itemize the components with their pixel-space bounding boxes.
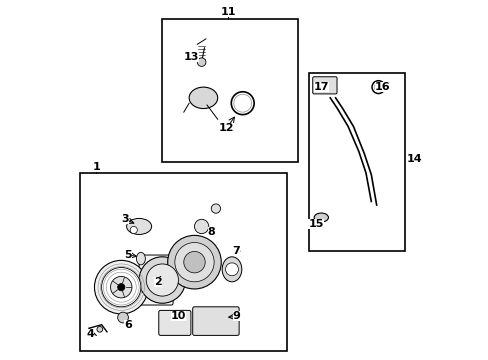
Bar <box>80 173 287 351</box>
Text: 10: 10 <box>170 311 186 321</box>
Circle shape <box>167 235 221 289</box>
Ellipse shape <box>126 219 151 234</box>
Text: 12: 12 <box>219 123 234 133</box>
FancyBboxPatch shape <box>192 307 239 336</box>
Circle shape <box>102 267 141 307</box>
Text: 8: 8 <box>207 227 215 237</box>
Text: 17: 17 <box>313 82 328 92</box>
Text: 1: 1 <box>92 162 100 172</box>
FancyBboxPatch shape <box>139 255 173 305</box>
Text: 14: 14 <box>406 154 421 163</box>
Circle shape <box>183 251 205 273</box>
Text: 13: 13 <box>183 52 199 62</box>
Circle shape <box>373 83 382 91</box>
Circle shape <box>146 264 178 296</box>
Circle shape <box>110 276 132 298</box>
FancyBboxPatch shape <box>159 310 190 336</box>
Text: 9: 9 <box>232 311 240 321</box>
Text: 15: 15 <box>307 219 323 229</box>
Circle shape <box>118 284 124 291</box>
Text: 7: 7 <box>232 247 240 256</box>
Text: 6: 6 <box>124 320 132 330</box>
Circle shape <box>118 312 128 323</box>
Ellipse shape <box>136 252 145 265</box>
Circle shape <box>197 58 205 66</box>
Circle shape <box>94 260 148 314</box>
Circle shape <box>211 204 220 213</box>
Ellipse shape <box>222 257 242 282</box>
Text: 11: 11 <box>220 7 236 17</box>
Circle shape <box>130 226 137 234</box>
Text: 2: 2 <box>154 277 162 287</box>
Ellipse shape <box>313 213 328 222</box>
Circle shape <box>194 219 208 234</box>
Text: 3: 3 <box>121 214 128 224</box>
Circle shape <box>97 327 102 332</box>
Text: 16: 16 <box>374 82 390 92</box>
Text: 5: 5 <box>124 250 132 260</box>
Circle shape <box>225 263 238 276</box>
Text: 4: 4 <box>86 329 94 339</box>
Circle shape <box>139 257 185 303</box>
Circle shape <box>175 243 214 282</box>
Bar <box>308 73 405 251</box>
Ellipse shape <box>189 87 217 109</box>
FancyBboxPatch shape <box>312 77 336 94</box>
Bar <box>162 19 298 162</box>
